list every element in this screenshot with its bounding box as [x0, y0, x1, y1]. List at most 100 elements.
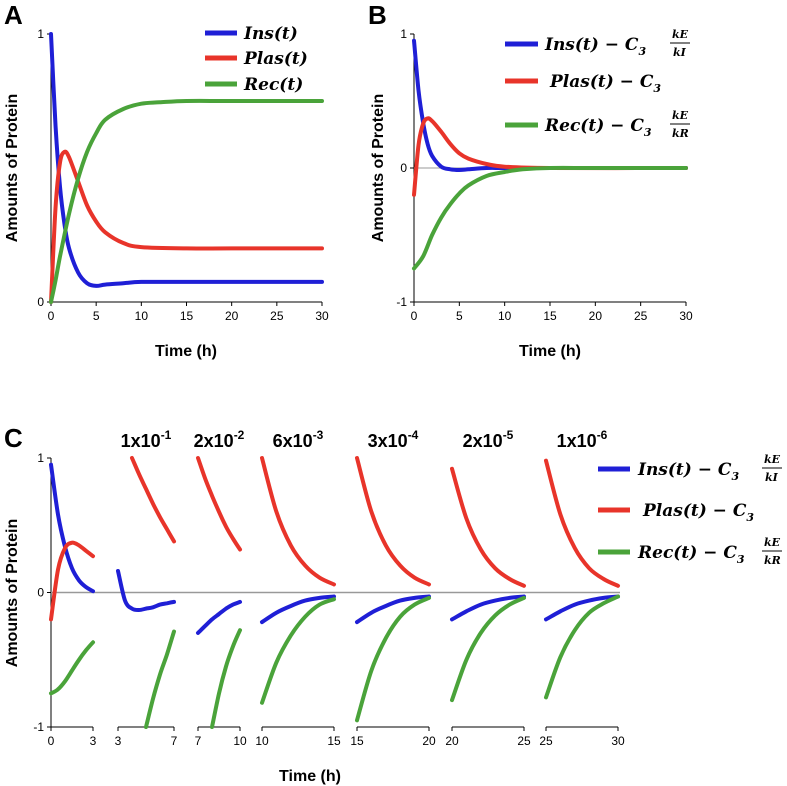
panel-c-x-tick-label: 3 [115, 734, 122, 748]
panel-c-segment-header: 2x10-5 [463, 428, 514, 451]
panel-c-segment-4-ins-line [355, 594, 431, 625]
panel-0-x-tick-label: 20 [225, 309, 239, 323]
legend-c-rec-frac-num: kE [764, 536, 781, 549]
panel-c-segment-1-plas-line [130, 456, 176, 544]
panel-c-x-tick-label: 20 [445, 734, 459, 748]
panel-0-y-tick-label: 1 [37, 27, 44, 41]
panel-c-segment-4-rec-line [355, 595, 431, 723]
panel-c-segment-4-plas-line [355, 456, 431, 587]
panel-c-segment-header: 1x10-6 [557, 428, 608, 451]
panel-c-segment-3-plas-line [260, 456, 336, 587]
panel-c-x-tick-label: 7 [171, 734, 178, 748]
panel-c-segment-5-plas-line [450, 466, 526, 588]
panel-c-segment-3-rec-line [260, 597, 336, 705]
legend-ins-label: Ins(t) [243, 24, 298, 44]
panel-c-segment-6-plas-line [544, 458, 620, 588]
panel-c-segment-2-ins-line [196, 599, 242, 635]
panel-1-series-rec-line [412, 165, 688, 271]
legend-b-rec-frac-num: kE [672, 109, 689, 122]
panel-0-series-plas-line [49, 149, 324, 304]
panel-c-segment-2-plas-line [196, 456, 242, 552]
panel-0-y-tick-label: 0 [37, 295, 44, 309]
panel-a-axes: 0 5 10 15 20 25 30 0 1 [37, 27, 329, 323]
panel-0-x-tick-label: 0 [48, 309, 55, 323]
panel-1-x-tick-label: 5 [456, 309, 463, 323]
panel-c-segment-5-rec-line [450, 595, 526, 703]
panel-c-segment-6-rec-line [544, 594, 620, 700]
panel-c-y-tick-label: 1 [37, 451, 44, 465]
legend-c-ins-label: Ins(t) − C3 [637, 460, 739, 483]
panel-c-lines [49, 456, 620, 729]
legend-b-plas-label: Plas(t) − C3 [549, 72, 661, 95]
legend-b-rec-label: Rec(t) − C3 [544, 116, 652, 139]
panel-a-x-axis-label: Time (h) [155, 343, 217, 360]
panel-1-x-tick-label: 10 [498, 309, 512, 323]
panel-0-x-tick-label: 10 [135, 309, 149, 323]
panel-a-lines [49, 32, 324, 304]
panel-c-segment-0-ins-line [49, 462, 95, 594]
panel-1-x-tick-label: 15 [543, 309, 557, 323]
panel-c-segment-header: 6x10-3 [273, 428, 324, 451]
panel-0-x-tick-label: 5 [93, 309, 100, 323]
panel-c-x-tick-label: 10 [255, 734, 269, 748]
panel-c-y-axis-label: Amounts of Protein [4, 519, 21, 667]
panel-0-series-rec-line [49, 98, 324, 304]
panel-c-x-tick-label: 20 [422, 734, 436, 748]
panel-c-segment-header: 2x10-2 [194, 428, 245, 451]
panel-1-y-tick-label: 0 [400, 161, 407, 175]
legend-b-ins-frac-num: kE [672, 28, 689, 41]
panel-0-x-tick-label: 30 [315, 309, 329, 323]
panel-c-segment-0-rec-line [49, 640, 95, 696]
panel-a: A Amounts of Protein Time (h) 0 5 10 15 20 25… [4, 0, 329, 360]
panel-0-series-ins-line [49, 32, 324, 288]
panel-c-segment-0-plas-line [49, 540, 95, 622]
legend-b-ins-frac-den: kI [673, 46, 687, 59]
panel-c-segment-1-rec-line [144, 629, 176, 729]
panel-c-x-tick-label: 10 [233, 734, 247, 748]
panel-c-segment-5-ins-line [450, 594, 526, 622]
panel-b-lines [412, 38, 688, 271]
panel-0-x-tick-label: 25 [270, 309, 284, 323]
panel-c-x-tick-label: 25 [517, 734, 531, 748]
legend-c-plas-label: Plas(t) − C3 [642, 501, 754, 524]
panel-c-x-tick-label: 30 [611, 734, 625, 748]
panel-1-series-plas-line [412, 116, 688, 197]
panel-c-x-tick-label: 15 [350, 734, 364, 748]
panel-c-segment-2-rec-line [210, 628, 242, 729]
panel-1-y-tick-label: 1 [400, 27, 407, 41]
legend-rec-label: Rec(t) [243, 75, 303, 95]
legend-c-ins-frac-den: kI [765, 471, 779, 484]
panel-c-segment-header: 1x10-1 [121, 428, 172, 451]
panel-a-y-axis-label: Amounts of Protein [4, 94, 21, 242]
legend-c-ins-frac-num: kE [764, 453, 781, 466]
panel-1-y-tick-label: -1 [396, 295, 407, 309]
panel-label-a: A [4, 0, 23, 30]
panel-1-x-tick-label: 30 [679, 309, 693, 323]
panel-c-x-tick-label: 7 [195, 734, 202, 748]
panel-c-x-tick-label: 25 [539, 734, 553, 748]
panel-c-y-tick-label: 0 [37, 586, 44, 600]
panel-c-x-axis-label: Time (h) [279, 768, 341, 785]
panel-c-segment-headers: 1x10-1 2x10-2 6x10-3 3x10-4 2x10-5 1x10-6 [121, 428, 608, 451]
legend-c-rec-label: Rec(t) − C3 [637, 543, 745, 566]
panel-b: B Amounts of Protein Time (h) 0 5 10 15 20 25… [368, 0, 693, 360]
panel-c-x-tick-label: 3 [90, 734, 97, 748]
panel-c-segment-6-ins-line [544, 594, 620, 622]
panel-1-x-tick-label: 25 [634, 309, 648, 323]
panel-c-y-tick-label: -1 [33, 720, 44, 734]
panel-c-x-tick-label: 0 [48, 734, 55, 748]
panel-c-segment-header: 3x10-4 [368, 428, 419, 451]
panel-label-c: C [4, 423, 23, 453]
panel-c-legend: Ins(t) − C3 kE kI Plas(t) − C3 Rec(t) − … [598, 453, 782, 567]
panel-c-segment-1-ins-line [116, 569, 176, 613]
panel-1-x-tick-label: 0 [411, 309, 418, 323]
panel-label-b: B [368, 0, 387, 30]
panel-b-y-axis-label: Amounts of Protein [370, 94, 387, 242]
panel-c-segment-3-ins-line [260, 594, 336, 625]
legend-b-ins-label: Ins(t) − C3 [544, 35, 646, 58]
legend-b-rec-frac-den: kR [672, 127, 689, 140]
legend-c-rec-frac-den: kR [764, 554, 781, 567]
